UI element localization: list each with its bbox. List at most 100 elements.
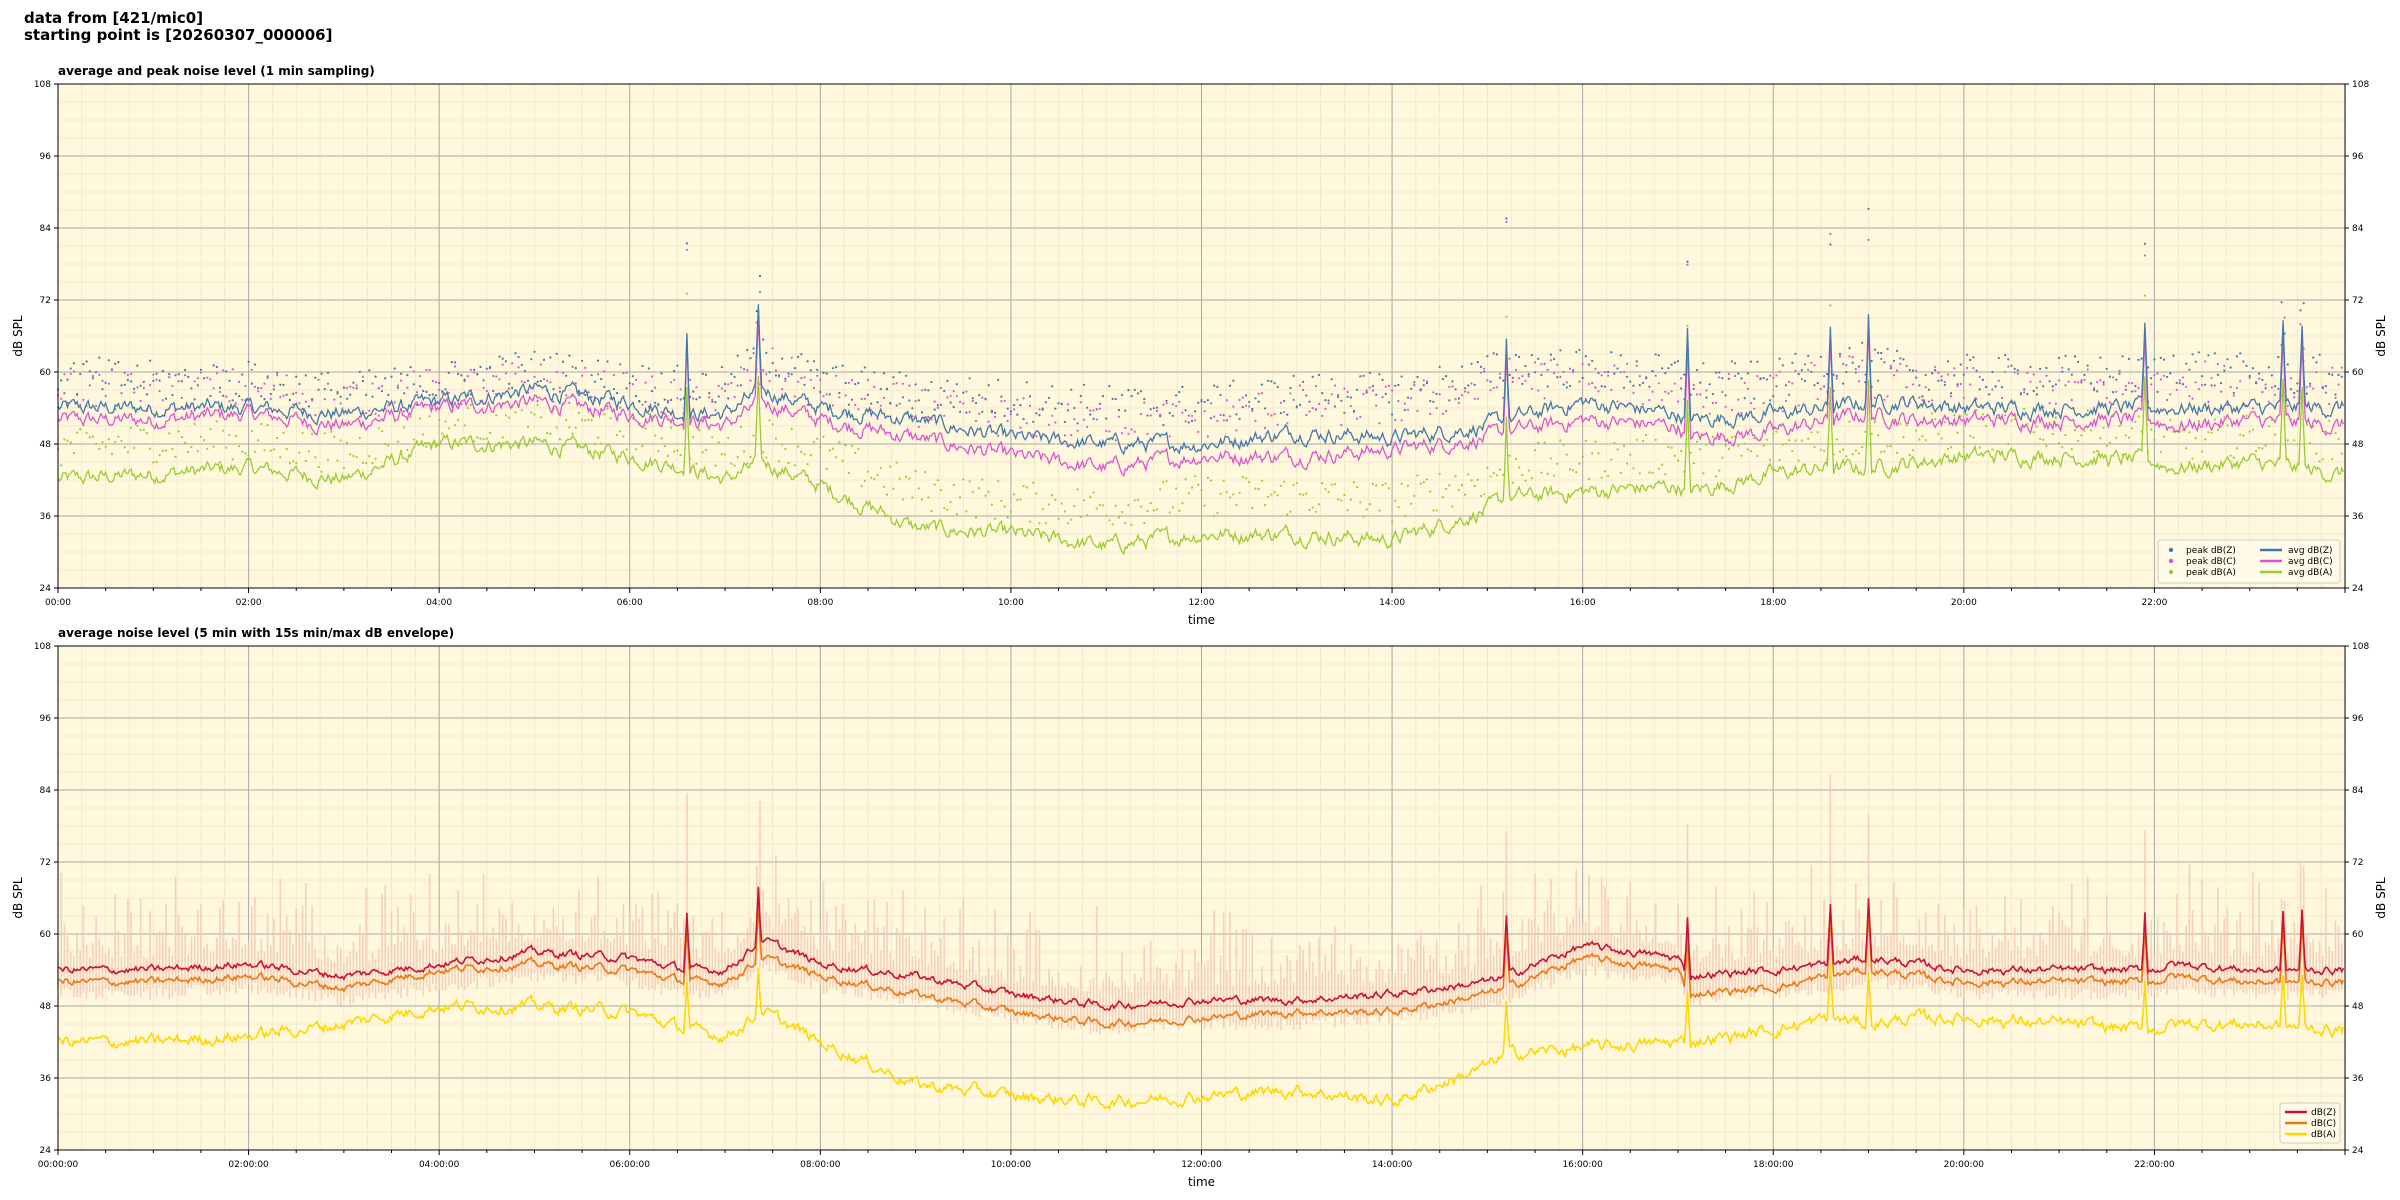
data-point [2213, 352, 2216, 355]
data-point [2045, 374, 2048, 377]
data-point [1340, 499, 1343, 502]
data-point [1041, 508, 1044, 511]
data-point [533, 413, 536, 416]
legend-marker [2168, 569, 2174, 575]
data-point [1251, 407, 1254, 411]
data-point [1095, 507, 1098, 510]
data-point [466, 375, 469, 378]
data-point [1953, 414, 1956, 417]
data-point [898, 371, 901, 374]
data-point [800, 353, 803, 356]
data-point [2264, 383, 2267, 386]
data-point [968, 480, 971, 483]
data-point [1559, 439, 1562, 442]
data-point [619, 363, 622, 366]
data-point [1826, 373, 1829, 376]
data-point [927, 415, 930, 418]
data-point [1422, 481, 1425, 484]
data-point [1965, 413, 1969, 416]
data-point [2061, 366, 2064, 369]
legend-label: avg dB(C) [2288, 557, 2333, 567]
data-point [1638, 472, 1641, 475]
data-point [1927, 388, 1930, 391]
data-point [1537, 357, 1540, 360]
data-point [2216, 428, 2219, 431]
data-point [1591, 359, 1594, 362]
data-point [1870, 432, 1873, 435]
data-point [1359, 375, 1362, 378]
data-point [1568, 384, 1572, 388]
data-point [1330, 393, 1333, 396]
data-point [171, 447, 174, 450]
data-point [1343, 493, 1346, 497]
data-point [266, 423, 269, 427]
data-point [215, 372, 218, 375]
data-point [2026, 393, 2029, 396]
data-point [2201, 375, 2204, 378]
data-point [387, 444, 390, 447]
y-tick-label-right: 60 [2352, 930, 2364, 940]
data-point [1940, 437, 1943, 440]
data-point [1972, 367, 1975, 370]
data-point [501, 357, 504, 360]
data-point [1622, 386, 1626, 389]
data-point [635, 448, 638, 451]
data-point [349, 393, 352, 396]
data-point [2013, 418, 2016, 421]
data-point [565, 419, 568, 422]
data-point [676, 449, 679, 452]
data-point [1419, 388, 1422, 391]
data-point [536, 403, 539, 406]
data-point [1721, 377, 1724, 380]
data-point [1530, 477, 1533, 480]
data-point [1603, 470, 1606, 473]
data-point [174, 374, 177, 377]
data-point [863, 479, 866, 482]
data-point [1934, 369, 1937, 372]
data-point [1375, 484, 1378, 487]
data-point [917, 425, 920, 428]
data-point [749, 379, 752, 382]
data-point [730, 381, 733, 385]
data-point [596, 359, 600, 362]
data-point [939, 386, 943, 390]
data-point [2181, 376, 2185, 379]
data-point [1899, 362, 1902, 365]
data-point [549, 381, 552, 384]
data-point [714, 409, 717, 412]
data-point [1165, 402, 1168, 405]
data-point [708, 428, 711, 431]
data-point [835, 374, 838, 377]
data-point [2185, 447, 2188, 450]
data-point [1006, 516, 1009, 519]
data-point [2321, 458, 2324, 461]
data-point [142, 380, 145, 383]
data-point [171, 384, 174, 388]
data-point [1206, 399, 1209, 402]
data-point [222, 369, 225, 372]
data-point [2229, 366, 2232, 369]
data-point [1587, 363, 1591, 366]
x-tick-label: 10:00:00 [991, 1160, 1032, 1170]
x-tick-label: 02:00 [236, 598, 262, 608]
data-point [1657, 354, 1660, 357]
data-point [1425, 380, 1429, 383]
data-point [1222, 419, 1225, 422]
data-point [1175, 405, 1178, 408]
data-point [203, 377, 206, 380]
data-point [247, 360, 250, 363]
data-point [733, 464, 736, 467]
data-point [2185, 362, 2188, 365]
data-point [1667, 367, 1670, 370]
data-point [1448, 484, 1451, 487]
data-point [1950, 392, 1953, 395]
data-point [1130, 428, 1133, 431]
data-point [1149, 408, 1152, 411]
x-tick-label: 14:00 [1379, 598, 1405, 608]
data-point [1438, 472, 1441, 475]
data-point [2312, 356, 2315, 359]
data-point [1356, 486, 1359, 489]
data-point [743, 450, 746, 453]
data-point [733, 395, 736, 399]
data-point [1641, 439, 1645, 443]
